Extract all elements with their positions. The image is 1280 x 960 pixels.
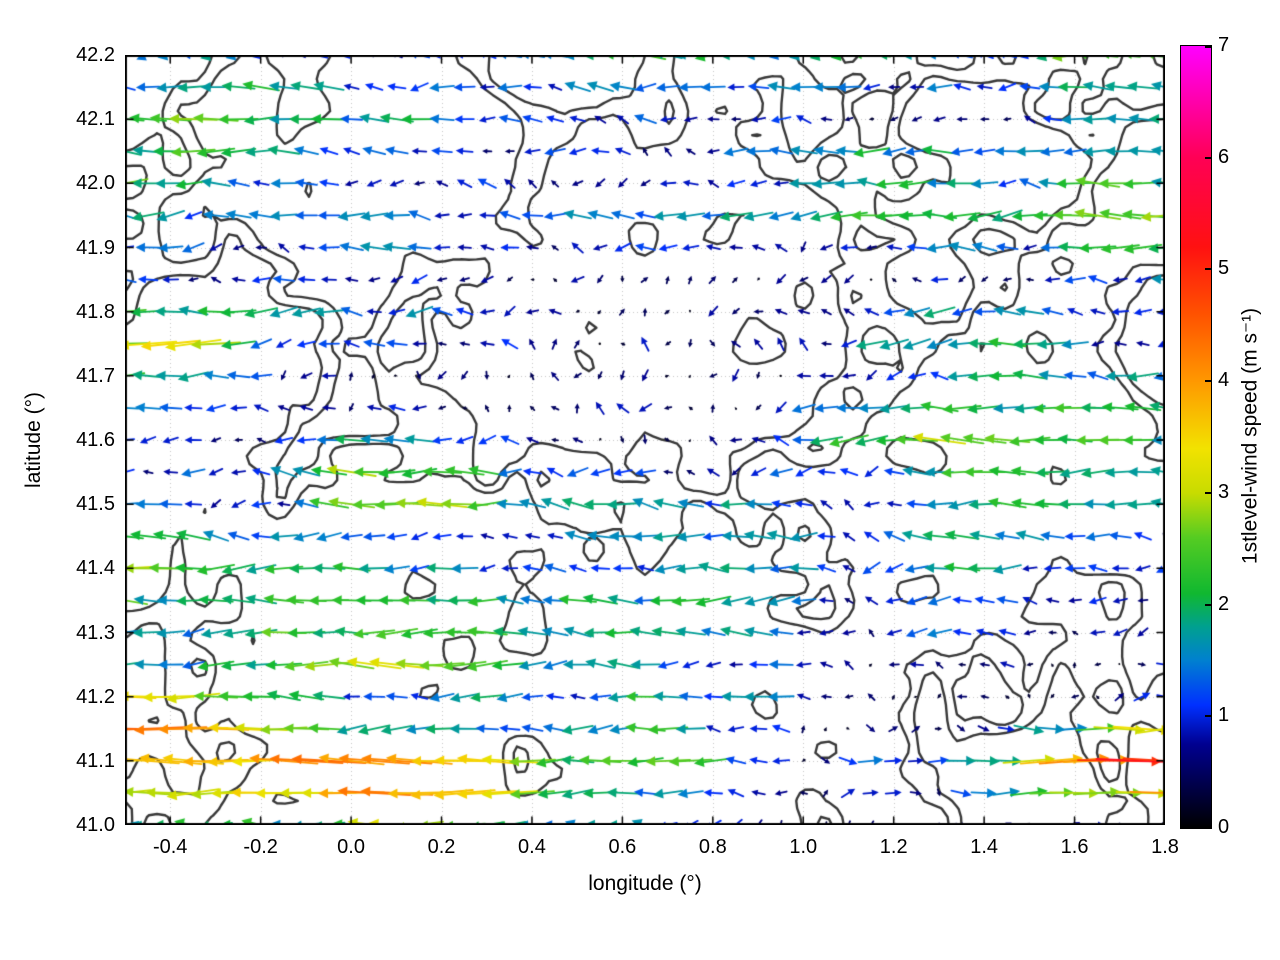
colorbar-tick xyxy=(1205,380,1211,383)
y-tick-label: 42.0 xyxy=(76,172,115,195)
x-tick-label: 1.4 xyxy=(970,836,999,858)
colorbar-tick-label: 2 xyxy=(1218,592,1230,615)
y-tick-label: 42.1 xyxy=(76,108,115,131)
y-tick-label: 41.3 xyxy=(76,621,115,644)
y-tick-label: 41.0 xyxy=(76,814,115,836)
y-tick-label: 41.8 xyxy=(76,300,115,323)
colorbar xyxy=(1180,45,1212,829)
y-axis-label: latitude (°) xyxy=(22,392,45,488)
x-tick-label: 0.2 xyxy=(427,836,456,858)
y-tick-label: 41.2 xyxy=(76,685,115,708)
y-tick-label: 41.1 xyxy=(76,749,115,772)
colorbar-tick xyxy=(1205,491,1211,494)
colorbar-tick-label: 7 xyxy=(1218,34,1230,56)
x-axis-label: longitude (°) xyxy=(588,872,702,895)
x-tick-label: -0.2 xyxy=(243,836,278,858)
colorbar-tick xyxy=(1205,156,1211,159)
colorbar-tick xyxy=(1205,715,1211,718)
x-tick-label: 1.0 xyxy=(789,836,818,858)
wind-vector-plot-canvas xyxy=(125,55,1165,825)
colorbar-label: 1stlevel-wind speed (m s⁻¹) xyxy=(1238,307,1262,565)
y-tick-label: 41.4 xyxy=(76,557,115,580)
colorbar-tick xyxy=(1205,603,1211,606)
x-tick-label: 0.6 xyxy=(608,836,637,858)
x-tick-label: -0.4 xyxy=(152,836,188,858)
colorbar-tick xyxy=(1205,826,1211,828)
y-tick-label: 42.2 xyxy=(76,44,115,66)
y-tick-label: 41.7 xyxy=(76,364,115,387)
x-tick-label: 1.2 xyxy=(879,836,908,858)
colorbar-tick-label: 6 xyxy=(1218,145,1230,168)
colorbar-tick-label: 4 xyxy=(1218,369,1230,392)
y-tick-label: 41.5 xyxy=(76,493,115,516)
colorbar-tick-label: 0 xyxy=(1218,816,1230,838)
colorbar-tick xyxy=(1205,46,1211,48)
colorbar-tick-label: 1 xyxy=(1218,704,1230,727)
colorbar-tick xyxy=(1205,268,1211,271)
colorbar-tick-label: 3 xyxy=(1218,480,1230,503)
y-tick-label: 41.6 xyxy=(76,429,115,451)
x-tick-label: 0.0 xyxy=(337,836,365,858)
x-tick-label: 0.8 xyxy=(698,836,727,858)
x-tick-label: 1.8 xyxy=(1151,836,1179,858)
colorbar-tick-label: 5 xyxy=(1218,257,1230,280)
x-tick-label: 0.4 xyxy=(518,836,546,858)
y-tick-label: 41.9 xyxy=(76,236,115,259)
x-tick-label: 1.6 xyxy=(1060,836,1089,858)
